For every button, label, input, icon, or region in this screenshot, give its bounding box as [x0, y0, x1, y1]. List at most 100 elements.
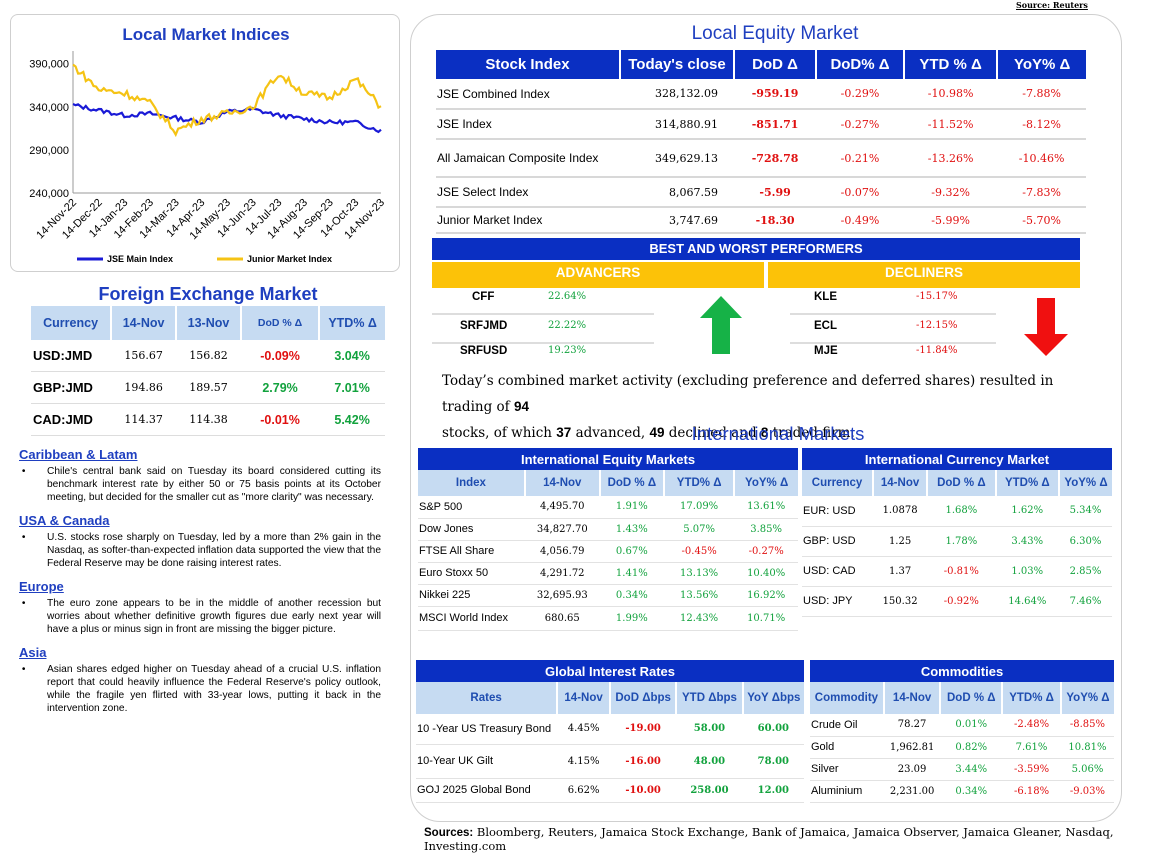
- decliner-row: KLE -15.17%: [790, 291, 996, 315]
- news-heading[interactable]: Caribbean & Latam: [19, 447, 138, 462]
- rates-yoy: 12.00: [742, 778, 804, 803]
- intl-equity-yoy: 16.92%: [734, 584, 798, 607]
- intl-equity-row: Euro Stoxx 50 4,291.72 1.41% 13.13% 10.40%: [418, 562, 798, 585]
- equity-header: Today's close: [619, 50, 736, 79]
- fx-currency: GBP:JMD: [31, 371, 112, 404]
- fx-14nov: 194.86: [111, 371, 177, 404]
- fx-dod: 2.79%: [240, 371, 320, 404]
- commodity-row: Silver 23.09 3.44% -3.59% 5.06%: [810, 758, 1114, 781]
- intl-currency-dod: 1.68%: [927, 496, 996, 527]
- intl-equity-header: 14-Nov: [524, 470, 601, 496]
- intl-equity-row: S&P 500 4,495.70 1.91% 17.09% 13.61%: [418, 496, 798, 519]
- advancer-pct: 19.23%: [548, 345, 587, 356]
- commodities-title: Commodities: [810, 660, 1114, 682]
- commodity-row: Crude Oil 78.27 0.01% -2.48% -8.85%: [810, 714, 1114, 737]
- rates-name: 10 -Year US Treasury Bond: [416, 714, 558, 745]
- equity-name: JSE Select Index: [436, 177, 620, 208]
- intl-equity-header: YTD% Δ: [663, 470, 736, 496]
- commodities-table: Commodities Commodity 14-Nov DoD % Δ YTD…: [810, 660, 1114, 803]
- decliner-pct: -15.17%: [916, 291, 958, 302]
- intl-currency-value: 150.32: [873, 586, 928, 617]
- intl-equity-dod: 1.91%: [599, 496, 664, 519]
- commodity-ytd: -2.48%: [1002, 714, 1061, 737]
- fx-dod: -0.09%: [240, 340, 320, 372]
- y-tick-label: 290,000: [29, 145, 69, 157]
- legend-label-junior: Junior Market Index: [247, 254, 332, 264]
- decliner-name: KLE: [814, 291, 837, 303]
- news-heading[interactable]: USA & Canada: [19, 513, 110, 528]
- intl-currency-title: International Currency Market: [802, 448, 1112, 470]
- fx-13nov: 189.57: [176, 371, 241, 404]
- equity-ytd: -9.32%: [903, 177, 998, 208]
- intl-equity-name: S&P 500: [418, 496, 525, 519]
- advancer-pct: 22.64%: [548, 291, 587, 302]
- rates-dod: -10.00: [610, 778, 677, 803]
- commodity-yoy: -8.85%: [1060, 714, 1114, 737]
- news-item: • Chile's central bank said on Tuesday it…: [19, 465, 381, 504]
- commodity-row: Aluminium 2,231.00 0.34% -6.18% -9.03%: [810, 780, 1114, 803]
- source-reuters: Source: Reuters: [1016, 0, 1088, 10]
- rates-header: YTD Δbps: [676, 682, 744, 714]
- intl-currency-row: EUR: USD 1.0878 1.68% 1.62% 5.34%: [802, 496, 1112, 527]
- news-heading[interactable]: Europe: [19, 579, 64, 594]
- rates-name: GOJ 2025 Global Bond: [416, 778, 558, 803]
- local-equity-table: Stock Index Today's close DoD Δ DoD% Δ Y…: [436, 50, 1086, 234]
- fx-13nov: 114.38: [176, 403, 241, 436]
- rates-yoy: 78.00: [742, 744, 804, 779]
- rates-header: DoD Δbps: [610, 682, 678, 714]
- commodity-ytd: -6.18%: [1002, 780, 1061, 803]
- intl-currency-value: 1.37: [873, 556, 928, 587]
- decliners-header: DECLINERS: [768, 262, 1080, 288]
- news-item: • U.S. stocks rose sharply on Tuesday, le…: [19, 531, 381, 570]
- intl-currency-name: USD: CAD: [802, 556, 874, 587]
- rates-dod: -16.00: [610, 744, 677, 779]
- sources-label: Sources:: [424, 827, 474, 839]
- equity-row: Junior Market Index 3,747.69 -18.30 -0.49% -…: [436, 207, 1086, 234]
- news-heading[interactable]: Asia: [19, 645, 47, 660]
- performers-title: BEST AND WORST PERFORMERS: [432, 238, 1080, 260]
- commodity-dod: 0.01%: [940, 714, 1003, 737]
- commodity-value: 1,962.81: [883, 736, 941, 759]
- equity-row: All Jamaican Composite Index 349,629.13 -7…: [436, 139, 1086, 178]
- chart-title: Local Market Indices: [122, 25, 290, 44]
- decliner-pct: -11.84%: [916, 345, 958, 356]
- intl-currency-ytd: 3.43%: [995, 526, 1059, 557]
- fx-14nov: 114.37: [111, 403, 177, 436]
- intl-equity-value: 4,495.70: [524, 496, 600, 519]
- equity-ytd: -10.98%: [903, 79, 998, 110]
- rates-header: Rates: [416, 682, 559, 714]
- equity-close: 314,880.91: [619, 109, 735, 140]
- advancer-name: SRFJMD: [460, 320, 508, 332]
- news-section: Caribbean & Latam • Chile's central bank …: [19, 448, 381, 725]
- intl-equity-ytd: 12.43%: [663, 606, 735, 631]
- equity-ytd: -11.52%: [903, 109, 998, 140]
- commodity-value: 23.09: [883, 758, 941, 781]
- news-item: • Asian shares edged higher on Tuesday ah…: [19, 663, 381, 715]
- news-text: The euro zone appears to be in the middl…: [47, 598, 381, 635]
- commodity-ytd: 7.61%: [1002, 736, 1061, 759]
- equity-header: YTD % Δ: [903, 50, 999, 79]
- commodity-value: 2,231.00: [883, 780, 941, 803]
- commodities-header: YoY% Δ: [1060, 682, 1114, 714]
- fx-title: Foreign Exchange Market: [98, 284, 318, 304]
- intl-currency-row: GBP: USD 1.25 1.78% 3.43% 6.30%: [802, 526, 1112, 557]
- rates-dod: -19.00: [610, 714, 677, 745]
- intl-currency-yoy: 7.46%: [1058, 586, 1112, 617]
- equity-yoy: -5.70%: [997, 207, 1086, 234]
- intl-currency-header: YoY% Δ: [1058, 470, 1112, 496]
- intl-currency-yoy: 2.85%: [1058, 556, 1112, 587]
- jse-main-index-line: [72, 103, 382, 134]
- sources-footer: Sources: Bloomberg, Reuters, Jamaica Sto…: [424, 825, 1153, 853]
- intl-currency-ytd: 1.03%: [995, 556, 1059, 587]
- intl-currency-dod: -0.92%: [927, 586, 996, 617]
- equity-close: 8,067.59: [619, 177, 735, 208]
- fx-header: YTD% Δ: [318, 306, 385, 340]
- intl-currency-ytd: 1.62%: [995, 496, 1059, 527]
- fx-header: DoD % Δ: [239, 306, 320, 340]
- bullet-icon: •: [19, 664, 26, 675]
- commodity-yoy: 10.81%: [1060, 736, 1114, 759]
- news-text: Asian shares edged higher on Tuesday ahe…: [47, 664, 381, 714]
- intl-currency-dod: 1.78%: [927, 526, 996, 557]
- fx-dod: -0.01%: [240, 403, 320, 436]
- summary-text: stocks, of which: [442, 425, 557, 441]
